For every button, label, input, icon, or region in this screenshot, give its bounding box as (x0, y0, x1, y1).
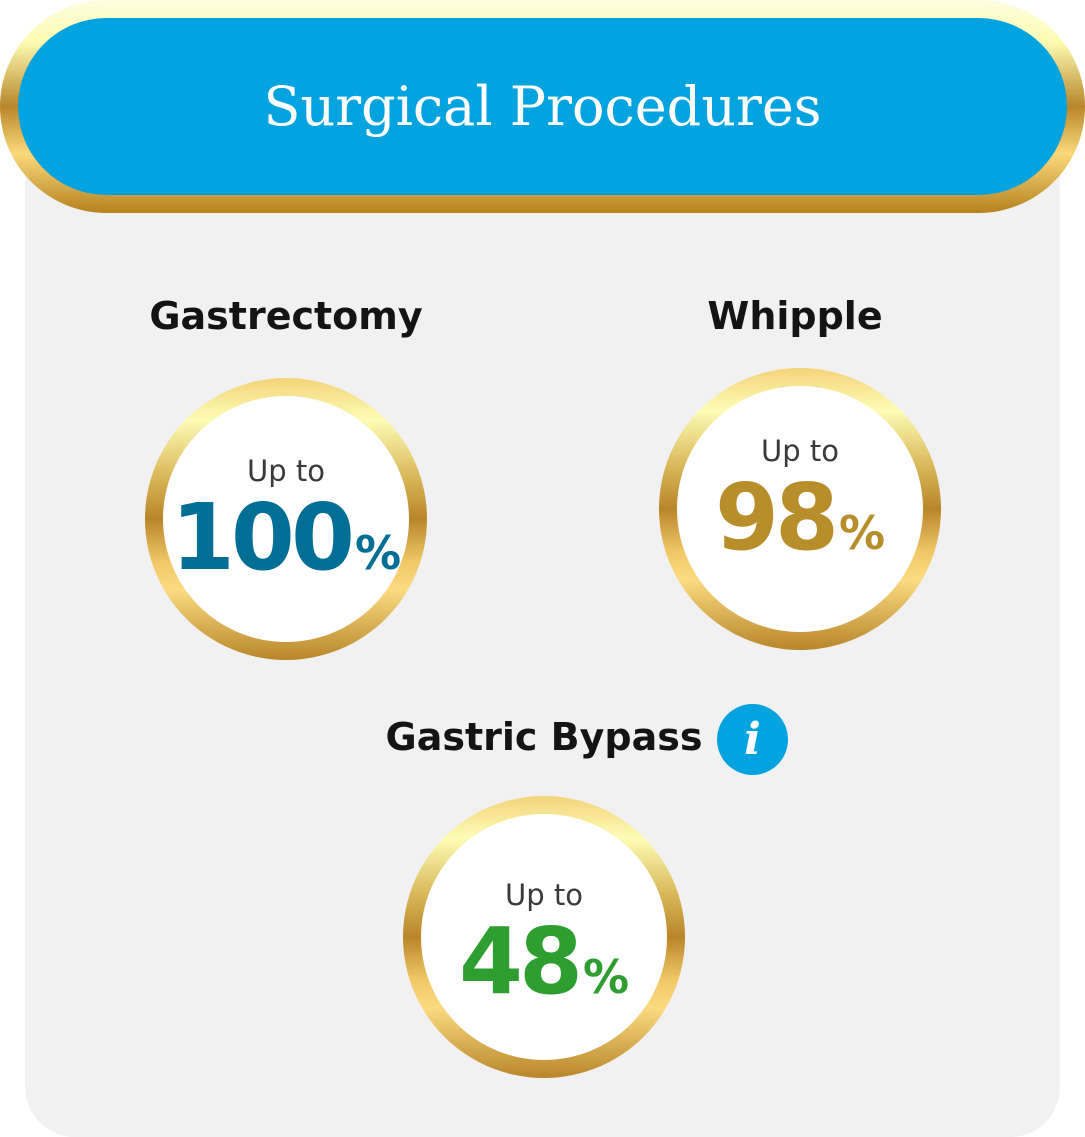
stat-number: 100 (170, 484, 355, 591)
info-icon[interactable]: i (717, 704, 788, 775)
stat-value-gastric-bypass: 48% (421, 912, 667, 1027)
header-title: Surgical Procedures (18, 18, 1067, 195)
procedure-label-gastric-bypass: Gastric Bypass (385, 715, 703, 759)
stat-unit: % (582, 950, 630, 1004)
stat-unit: % (838, 506, 886, 560)
stat-circle-whipple: Up to 98% (659, 368, 941, 650)
procedure-label-whipple: Whipple (707, 294, 883, 338)
stat-prefix: Up to (505, 878, 583, 912)
stat-value-whipple: 98% (677, 468, 923, 583)
stat-circle-gastrectomy: Up to 100% (145, 378, 427, 660)
stat-prefix: Up to (761, 434, 839, 468)
stat-prefix: Up to (247, 454, 325, 488)
stat-value-gastrectomy: 100% (163, 488, 409, 603)
stat-number: 48 (458, 908, 583, 1015)
stat-circle-gastric-bypass: Up to 48% (403, 796, 685, 1078)
stat-number: 98 (714, 464, 839, 571)
stat-unit: % (354, 526, 402, 580)
procedure-label-gastrectomy: Gastrectomy (149, 294, 423, 338)
